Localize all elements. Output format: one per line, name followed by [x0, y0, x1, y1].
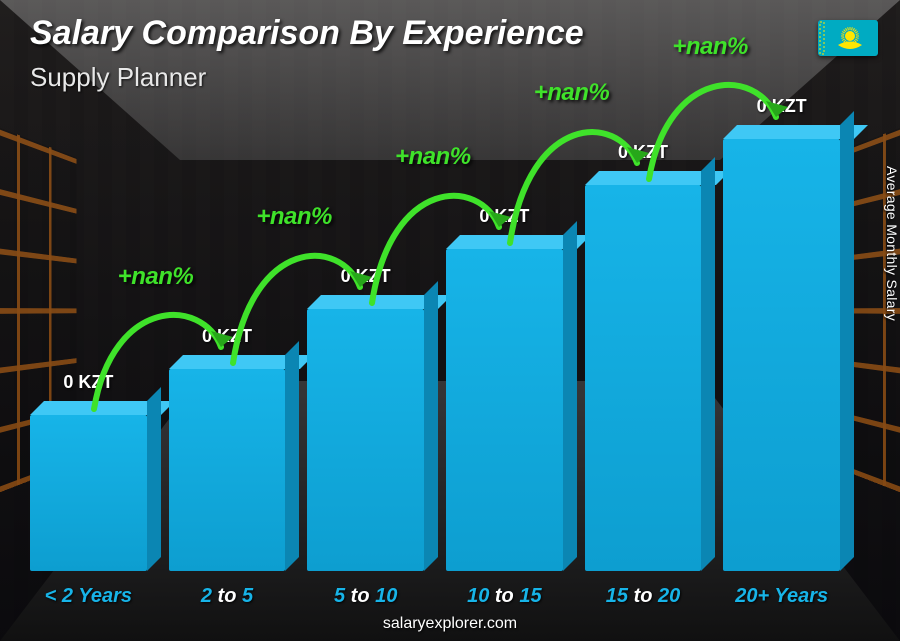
x-axis-label-join: to: [212, 585, 242, 607]
x-axis-label-primary: 5: [334, 585, 345, 607]
x-axis-label-secondary: 10: [375, 585, 397, 607]
x-axis-label: 5 to 10: [334, 585, 397, 608]
delta-label: +nan%: [256, 203, 332, 231]
bar-value-label: 0 KZT: [618, 142, 668, 163]
x-axis-label-primary: 10: [467, 585, 489, 607]
bar: [30, 415, 147, 571]
bar-wrap: 0 KZT2 to 5: [169, 111, 286, 571]
x-axis-label-primary: 2: [201, 585, 212, 607]
x-axis-label-primary: < 2 Years: [45, 585, 132, 607]
bar-front: [30, 415, 147, 571]
delta-label: +nan%: [118, 263, 194, 291]
bar-wrap: 0 KZT20+ Years: [723, 111, 840, 571]
bar-side: [147, 387, 161, 571]
x-axis-label: < 2 Years: [45, 585, 132, 608]
x-axis-label: 10 to 15: [467, 585, 542, 608]
bar-front: [169, 369, 286, 571]
bar-side: [840, 111, 854, 571]
x-axis-label-join: to: [345, 585, 375, 607]
bar-value-label: 0 KZT: [341, 266, 391, 287]
x-axis-label-secondary: 20: [658, 585, 680, 607]
delta-label: +nan%: [672, 33, 748, 61]
bar: [307, 309, 424, 571]
chart-subtitle: Supply Planner: [30, 62, 206, 93]
chart-title: Salary Comparison By Experience: [30, 14, 584, 53]
bar-wrap: 0 KZT5 to 10: [307, 111, 424, 571]
bar-front: [723, 139, 840, 571]
bar-side: [424, 281, 438, 571]
bar-chart: 0 KZT< 2 Years0 KZT2 to 50 KZT5 to 100 K…: [30, 111, 840, 571]
bar-side: [701, 157, 715, 571]
bar-value-label: 0 KZT: [757, 96, 807, 117]
bar-value-label: 0 KZT: [479, 206, 529, 227]
x-axis-label-join: to: [628, 585, 658, 607]
bar-wrap: 0 KZT15 to 20: [585, 111, 702, 571]
bar-side: [563, 221, 577, 571]
infographic-stage: Salary Comparison By Experience Supply P…: [0, 0, 900, 641]
x-axis-label-primary: 20+ Years: [735, 585, 828, 607]
bar-front: [446, 249, 563, 571]
x-axis-label: 15 to 20: [606, 585, 681, 608]
bar-side: [285, 341, 299, 571]
delta-label: +nan%: [534, 79, 610, 107]
bar: [585, 185, 702, 571]
bar-wrap: 0 KZT10 to 15: [446, 111, 563, 571]
y-axis-label: Average Monthly Salary: [884, 166, 900, 321]
bar: [723, 139, 840, 571]
bar-value-label: 0 KZT: [202, 326, 252, 347]
bar-value-label: 0 KZT: [63, 372, 113, 393]
footer-source: salaryexplorer.com: [0, 615, 900, 633]
x-axis-label-secondary: 15: [519, 585, 541, 607]
x-axis-label-secondary: 5: [242, 585, 253, 607]
bar: [169, 369, 286, 571]
country-flag-kazakhstan: [818, 20, 878, 56]
bar: [446, 249, 563, 571]
delta-label: +nan%: [395, 143, 471, 171]
x-axis-label-join: to: [489, 585, 519, 607]
bar-front: [307, 309, 424, 571]
x-axis-label: 2 to 5: [201, 585, 253, 608]
x-axis-label: 20+ Years: [735, 585, 828, 608]
bar-front: [585, 185, 702, 571]
bar-wrap: 0 KZT< 2 Years: [30, 111, 147, 571]
x-axis-label-primary: 15: [606, 585, 628, 607]
